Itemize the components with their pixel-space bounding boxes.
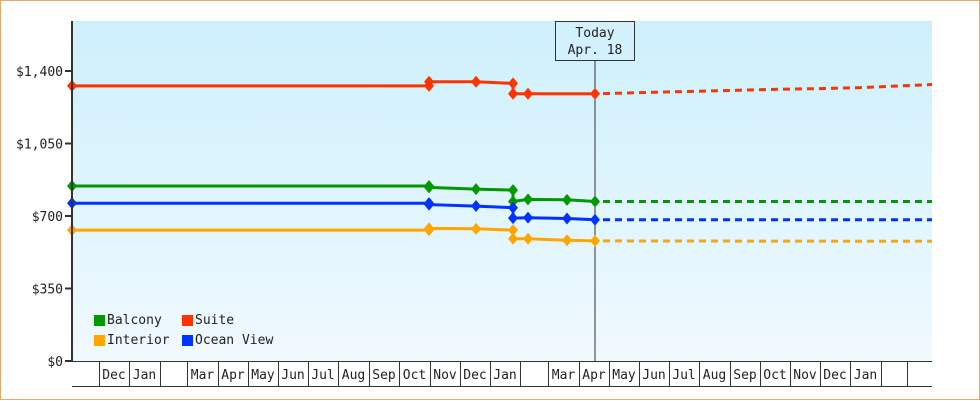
- data-point-marker[interactable]: [523, 232, 533, 245]
- legend-item-suite: Suite: [182, 312, 292, 328]
- data-point-marker[interactable]: [424, 181, 434, 194]
- legend-label: Interior: [107, 332, 170, 348]
- month-label: May: [612, 368, 636, 383]
- legend-label: Ocean View: [195, 332, 274, 348]
- y-tick-label: $700: [32, 210, 63, 225]
- data-point-marker[interactable]: [471, 75, 481, 88]
- y-tick-label: $350: [32, 283, 63, 298]
- data-point-marker[interactable]: [471, 200, 481, 213]
- data-point-marker[interactable]: [523, 193, 533, 206]
- month-label: Jan: [133, 368, 156, 383]
- data-point-marker[interactable]: [508, 87, 518, 100]
- data-point-marker[interactable]: [508, 224, 518, 237]
- data-point-marker[interactable]: [471, 222, 481, 235]
- month-label: Jun: [642, 368, 665, 383]
- y-tick-label: $1,400: [16, 65, 63, 80]
- series-interior: [67, 222, 933, 247]
- legend: Balcony Suite Interior Ocean View: [94, 312, 292, 348]
- month-label: Jan: [493, 368, 516, 383]
- y-axis: $0 $350 $700 $1,050 $1,400: [16, 65, 72, 370]
- legend-label: Suite: [195, 312, 235, 328]
- today-annotation: Today Apr. 18: [555, 21, 635, 61]
- month-label: Jul: [672, 368, 695, 383]
- data-point-marker[interactable]: [590, 234, 600, 247]
- month-label: Aug: [342, 368, 365, 383]
- data-point-marker[interactable]: [523, 211, 533, 224]
- month-label: Aug: [703, 368, 726, 383]
- data-point-marker[interactable]: [508, 212, 518, 225]
- y-tick-label: $0: [47, 355, 63, 370]
- month-label: Mar: [552, 368, 576, 383]
- data-point-marker[interactable]: [562, 234, 572, 247]
- data-point-marker[interactable]: [562, 212, 572, 225]
- month-label: Jul: [311, 368, 334, 383]
- month-label: Dec: [823, 368, 846, 383]
- data-point-marker[interactable]: [508, 184, 518, 197]
- series-suite: [67, 75, 933, 100]
- data-point-marker[interactable]: [508, 195, 518, 208]
- y-tick-label: $1,050: [16, 138, 63, 153]
- data-point-marker[interactable]: [424, 198, 434, 211]
- month-label: Apr: [582, 368, 606, 383]
- legend-item-interior: Interior: [94, 332, 182, 348]
- legend-label: Balcony: [107, 312, 162, 328]
- data-point-marker[interactable]: [523, 87, 533, 100]
- data-point-marker[interactable]: [508, 201, 518, 214]
- interior-swatch-icon: [94, 334, 105, 346]
- month-label: May: [251, 368, 275, 383]
- data-point-marker[interactable]: [424, 222, 434, 235]
- today-title: Today: [575, 26, 615, 41]
- series-balcony: [67, 179, 932, 208]
- data-point-marker[interactable]: [424, 75, 434, 88]
- today-date: Apr. 18: [567, 43, 623, 58]
- x-axis: Dec Jan Mar Apr May Jun Jul Aug Sep Oct Nov Dec Jan M…: [72, 361, 932, 387]
- month-label: Sep: [372, 368, 396, 383]
- month-label: Jun: [281, 368, 304, 383]
- data-point-marker[interactable]: [562, 193, 572, 206]
- data-point-marker[interactable]: [508, 77, 518, 90]
- month-label: Mar: [191, 368, 215, 383]
- month-label: Nov: [793, 368, 817, 383]
- month-label: Oct: [403, 368, 426, 383]
- series-ocean-view: [67, 197, 932, 226]
- month-label: Apr: [221, 368, 245, 383]
- data-point-marker[interactable]: [508, 232, 518, 245]
- data-point-marker[interactable]: [590, 195, 600, 208]
- balcony-swatch-icon: [94, 314, 105, 326]
- legend-item-ocean-view: Ocean View: [182, 332, 292, 348]
- data-point-marker[interactable]: [590, 213, 600, 226]
- legend-item-balcony: Balcony: [94, 312, 182, 328]
- month-label: Jan: [854, 368, 877, 383]
- month-label: Oct: [763, 368, 786, 383]
- month-label: Dec: [463, 368, 486, 383]
- month-label: Sep: [733, 368, 757, 383]
- series-lines: [67, 75, 933, 247]
- data-point-marker[interactable]: [590, 87, 600, 100]
- ocean-view-swatch-icon: [182, 334, 193, 346]
- suite-swatch-icon: [182, 314, 193, 326]
- month-label: Nov: [433, 368, 457, 383]
- data-point-marker[interactable]: [471, 183, 481, 196]
- month-label: Dec: [102, 368, 125, 383]
